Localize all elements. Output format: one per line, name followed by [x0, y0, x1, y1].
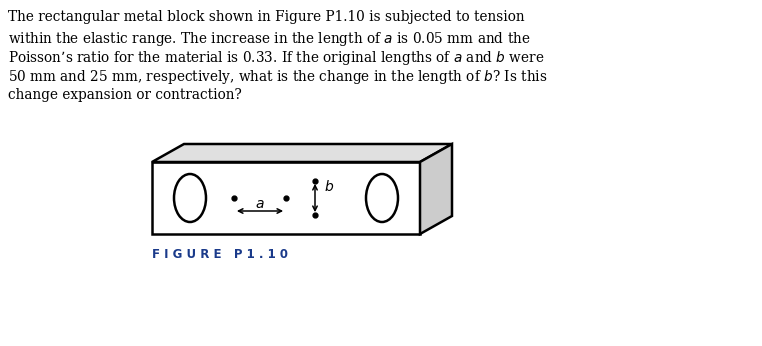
Polygon shape [152, 144, 452, 162]
Text: F I G U R E   P 1 . 1 0: F I G U R E P 1 . 1 0 [152, 248, 288, 261]
Text: within the elastic range. The increase in the length of $a$ is 0.05 mm and the: within the elastic range. The increase i… [8, 29, 530, 47]
Text: 50 mm and 25 mm, respectively, what is the change in the length of $b$? Is this: 50 mm and 25 mm, respectively, what is t… [8, 69, 547, 86]
Text: The rectangular metal block shown in Figure P1.10 is subjected to tension: The rectangular metal block shown in Fig… [8, 10, 524, 24]
Text: $b$: $b$ [324, 179, 335, 194]
Polygon shape [152, 162, 420, 234]
Ellipse shape [174, 174, 206, 222]
Polygon shape [420, 144, 452, 234]
Text: Poisson’s ratio for the material is 0.33. If the original lengths of $a$ and $b$: Poisson’s ratio for the material is 0.33… [8, 49, 544, 67]
Ellipse shape [366, 174, 398, 222]
Text: $a$: $a$ [255, 197, 265, 211]
Text: change expansion or contraction?: change expansion or contraction? [8, 88, 242, 102]
